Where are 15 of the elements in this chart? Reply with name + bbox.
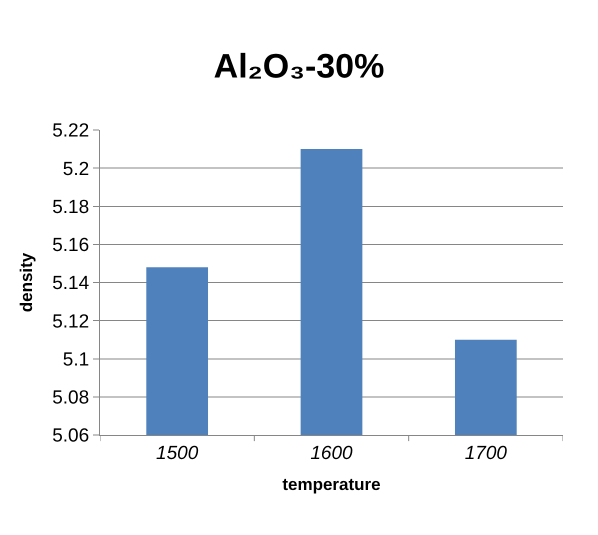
- y-tick-label: 5.08: [52, 388, 90, 409]
- y-tick-label: 5.22: [52, 120, 90, 142]
- x-tick-label: 1500: [156, 442, 199, 464]
- y-tick-label: 5.2: [62, 158, 90, 180]
- y-tick-label: 5.12: [52, 311, 90, 332]
- y-tick-label: 5.14: [52, 273, 90, 294]
- x-tick-label: 1700: [464, 442, 508, 464]
- y-tick-label: 5.18: [52, 196, 90, 218]
- y-tick-label: 5.06: [52, 426, 90, 447]
- chart-title: Al₂O₃-30%: [214, 47, 384, 86]
- x-tick-label: 1600: [310, 442, 354, 464]
- y-axis-title: density: [16, 252, 36, 312]
- x-axis-title: temperature: [282, 475, 381, 494]
- y-tick-label: 5.16: [52, 235, 90, 256]
- y-tick-label: 5.1: [62, 349, 90, 370]
